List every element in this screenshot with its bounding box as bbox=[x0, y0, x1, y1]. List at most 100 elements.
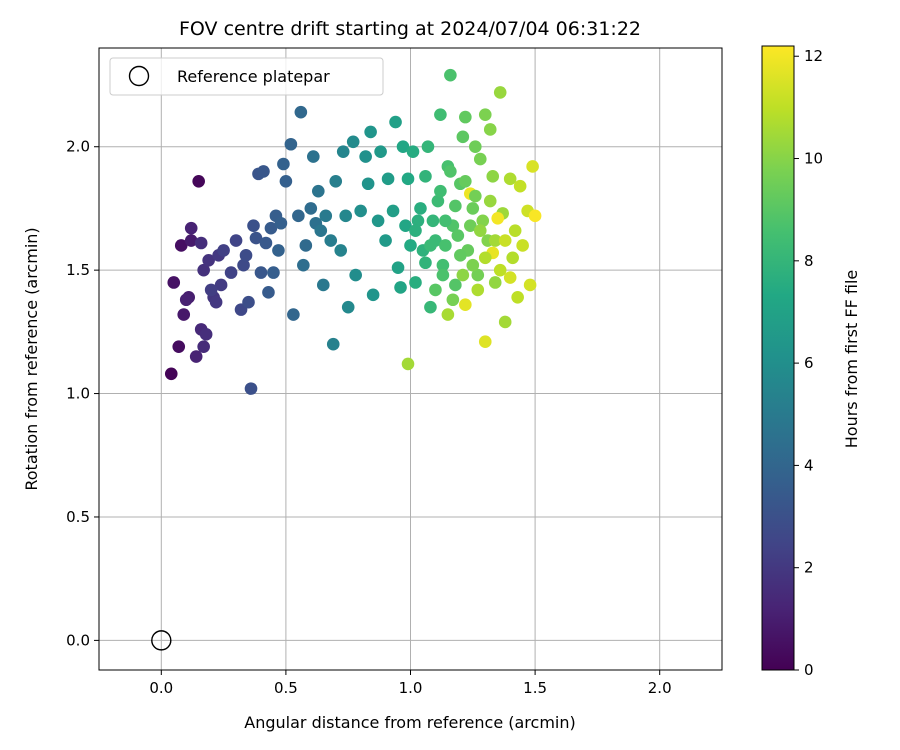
data-point bbox=[449, 278, 462, 292]
data-point bbox=[468, 140, 482, 154]
data-point bbox=[473, 224, 487, 237]
data-point bbox=[523, 278, 537, 292]
data-point bbox=[349, 268, 362, 282]
data-point bbox=[451, 229, 465, 242]
colorbar-tick-label: 0 bbox=[804, 661, 814, 679]
colorbar-ticks: 0 2 4 6 8 10 12 bbox=[794, 47, 823, 679]
data-point bbox=[459, 174, 472, 188]
data-point bbox=[498, 234, 512, 247]
data-point bbox=[386, 204, 400, 218]
data-point bbox=[516, 239, 529, 252]
data-point bbox=[197, 340, 210, 353]
data-point bbox=[244, 382, 258, 395]
data-point bbox=[284, 137, 298, 151]
data-point bbox=[247, 219, 260, 233]
data-point bbox=[473, 152, 487, 166]
data-point bbox=[488, 276, 502, 289]
data-point bbox=[478, 108, 492, 121]
data-point bbox=[401, 357, 415, 371]
data-point bbox=[209, 295, 223, 309]
legend-marker-icon bbox=[128, 65, 150, 87]
data-point bbox=[414, 202, 427, 215]
data-point bbox=[371, 214, 385, 228]
data-point bbox=[364, 125, 377, 139]
data-point bbox=[294, 105, 308, 119]
x-tick-label: 2.0 bbox=[648, 679, 672, 697]
x-axis-label: Angular distance from reference (arcmin) bbox=[244, 713, 575, 732]
data-point bbox=[411, 214, 425, 228]
data-point bbox=[254, 266, 268, 279]
data-point bbox=[264, 221, 278, 235]
data-point bbox=[379, 234, 392, 247]
data-point bbox=[478, 251, 492, 265]
data-point bbox=[259, 236, 273, 250]
data-point bbox=[314, 224, 328, 237]
data-point bbox=[446, 293, 460, 307]
y-tick-label: 0.0 bbox=[66, 631, 90, 649]
data-point bbox=[459, 110, 472, 124]
data-point bbox=[329, 174, 343, 188]
data-point bbox=[274, 216, 288, 230]
data-point bbox=[297, 258, 310, 272]
data-point bbox=[396, 140, 410, 154]
data-point bbox=[237, 258, 250, 272]
chart-title: FOV centre drift starting at 2024/07/04 … bbox=[179, 18, 641, 40]
data-point bbox=[503, 271, 517, 284]
data-point bbox=[184, 234, 198, 247]
data-point bbox=[361, 177, 375, 191]
data-point bbox=[197, 263, 210, 277]
y-tick-label: 0.5 bbox=[66, 508, 90, 526]
data-point bbox=[466, 258, 480, 272]
data-point bbox=[493, 86, 507, 99]
data-point bbox=[493, 263, 507, 277]
data-point bbox=[454, 249, 467, 262]
data-point bbox=[456, 268, 470, 282]
data-point bbox=[179, 293, 193, 307]
data-point bbox=[506, 251, 519, 265]
y-tick-label: 1.5 bbox=[66, 261, 90, 279]
data-point bbox=[491, 212, 505, 225]
data-point bbox=[466, 202, 480, 215]
data-point bbox=[424, 300, 437, 314]
data-point bbox=[449, 199, 462, 213]
data-point bbox=[503, 172, 517, 186]
x-tick-label: 1.0 bbox=[399, 679, 423, 697]
data-point bbox=[421, 140, 435, 154]
data-point bbox=[419, 256, 432, 270]
data-point bbox=[394, 281, 407, 294]
data-point bbox=[406, 145, 420, 158]
data-point bbox=[339, 209, 353, 223]
data-point bbox=[354, 204, 367, 218]
data-point bbox=[468, 189, 482, 203]
data-point bbox=[307, 150, 320, 163]
data-point bbox=[391, 261, 405, 274]
data-point bbox=[319, 209, 333, 223]
data-point bbox=[508, 224, 522, 237]
data-point bbox=[464, 219, 477, 233]
data-point bbox=[528, 209, 542, 223]
data-point bbox=[488, 234, 502, 247]
colorbar-tick-label: 4 bbox=[804, 456, 814, 474]
data-point bbox=[471, 283, 485, 297]
legend-box bbox=[109, 57, 384, 96]
colorbar-label: Hours from first FF file bbox=[842, 270, 861, 449]
data-point bbox=[429, 283, 442, 297]
data-point bbox=[326, 337, 340, 351]
data-point bbox=[483, 194, 497, 208]
reference-marker-group bbox=[151, 630, 172, 651]
data-point bbox=[511, 290, 524, 304]
data-point bbox=[192, 174, 205, 188]
data-point bbox=[189, 350, 203, 363]
data-point bbox=[381, 172, 395, 186]
data-point bbox=[217, 244, 230, 257]
data-point bbox=[304, 202, 318, 215]
data-point bbox=[341, 300, 355, 314]
data-point bbox=[214, 278, 228, 292]
data-point bbox=[336, 145, 350, 158]
colorbar-tick-label: 10 bbox=[804, 150, 823, 168]
data-point bbox=[404, 239, 417, 252]
data-point bbox=[434, 184, 447, 198]
data-point bbox=[476, 214, 490, 228]
data-point bbox=[292, 209, 305, 223]
data-point bbox=[419, 170, 432, 183]
